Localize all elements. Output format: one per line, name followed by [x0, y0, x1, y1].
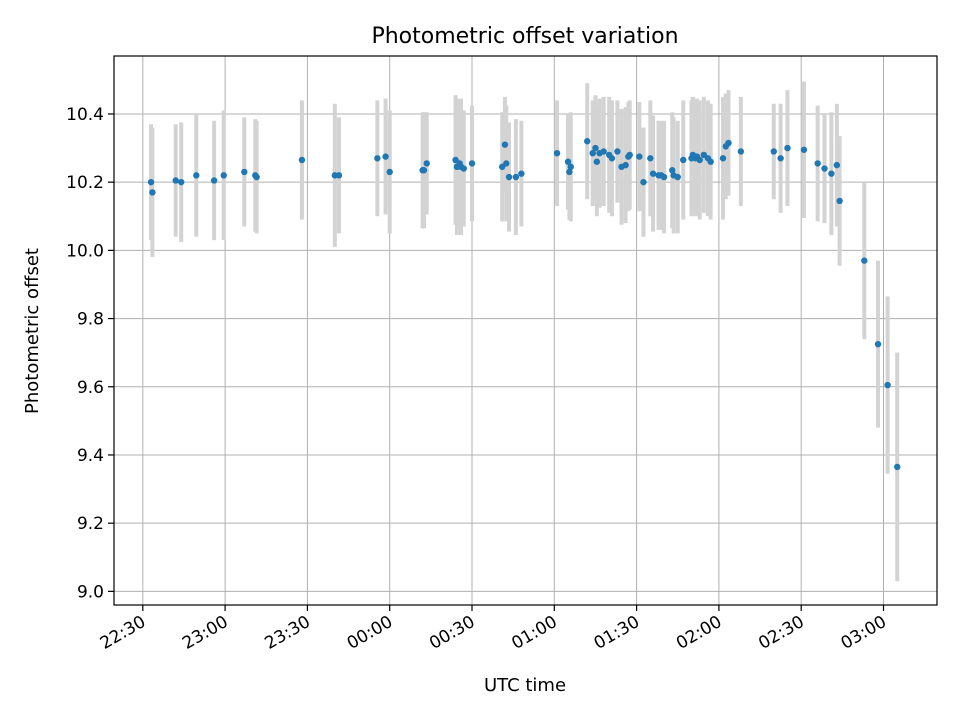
plot-frame [113, 55, 938, 606]
y-tick-label: 10.4 [66, 105, 104, 125]
data-point [241, 168, 248, 176]
data-point [622, 161, 629, 169]
data-point [884, 381, 891, 389]
data-point [210, 177, 218, 184]
data-point [501, 141, 509, 148]
data-point [874, 340, 882, 348]
data-point [584, 138, 591, 145]
data-point [674, 173, 681, 181]
y-axis-ticks: 9.0 9.2 9.4 9.6 9.8 10.0 10.2 10.4 [66, 105, 114, 602]
x-axis-label: UTC time [484, 675, 566, 696]
data-point [828, 170, 835, 177]
data-point [589, 149, 596, 157]
grid [114, 56, 937, 605]
data-point [836, 197, 843, 205]
data-point [178, 178, 185, 186]
data-point [147, 178, 155, 186]
data-point [512, 173, 520, 181]
data-point [564, 158, 572, 165]
data-point [784, 144, 791, 152]
data-point [636, 153, 643, 160]
data-point [518, 170, 525, 177]
data-point [335, 172, 343, 179]
data-point [800, 146, 808, 153]
y-tick-label: 10.0 [66, 241, 104, 261]
data-point [553, 149, 561, 157]
y-tick-label: 9.4 [77, 446, 104, 466]
data-point [172, 177, 179, 184]
data-point [149, 189, 156, 196]
chart-title: Photometric offset variation [371, 24, 678, 49]
data-point [660, 173, 668, 181]
data-point [833, 161, 841, 169]
data-point [420, 167, 428, 174]
data-point [608, 155, 616, 162]
data-points [147, 138, 901, 471]
data-point [725, 139, 732, 147]
data-point [649, 170, 657, 177]
data-point [719, 155, 727, 162]
data-point [861, 257, 868, 264]
data-point [567, 163, 574, 171]
data-point [374, 155, 381, 162]
data-point [220, 172, 227, 179]
data-point [737, 148, 745, 155]
data-point [894, 463, 901, 471]
data-point [669, 167, 676, 174]
y-tick-label: 10.2 [66, 173, 104, 193]
data-point [614, 148, 621, 155]
data-point [640, 178, 647, 186]
data-point [382, 153, 389, 160]
data-point [593, 158, 601, 165]
y-tick-label: 9.0 [77, 582, 104, 602]
y-tick-label: 9.2 [77, 514, 104, 534]
data-point [566, 168, 573, 176]
y-axis-label: Photometric offset [22, 248, 43, 414]
data-point [696, 156, 703, 164]
data-point [468, 160, 476, 167]
data-point [647, 155, 654, 162]
data-point [423, 160, 430, 167]
data-point [193, 172, 200, 179]
y-tick-label: 9.6 [77, 378, 104, 398]
data-point [821, 165, 828, 172]
data-point [600, 148, 607, 155]
y-tick-label: 9.8 [77, 310, 104, 330]
data-point [626, 151, 633, 159]
data-point [298, 156, 306, 164]
data-point [680, 156, 687, 164]
data-point [386, 168, 393, 176]
data-point [505, 173, 513, 181]
data-point [770, 148, 777, 155]
data-point [460, 165, 467, 172]
data-point [707, 158, 714, 165]
data-point [814, 160, 821, 167]
data-point [592, 144, 599, 152]
data-point [503, 160, 510, 167]
data-point [777, 155, 784, 162]
data-point [253, 173, 260, 181]
